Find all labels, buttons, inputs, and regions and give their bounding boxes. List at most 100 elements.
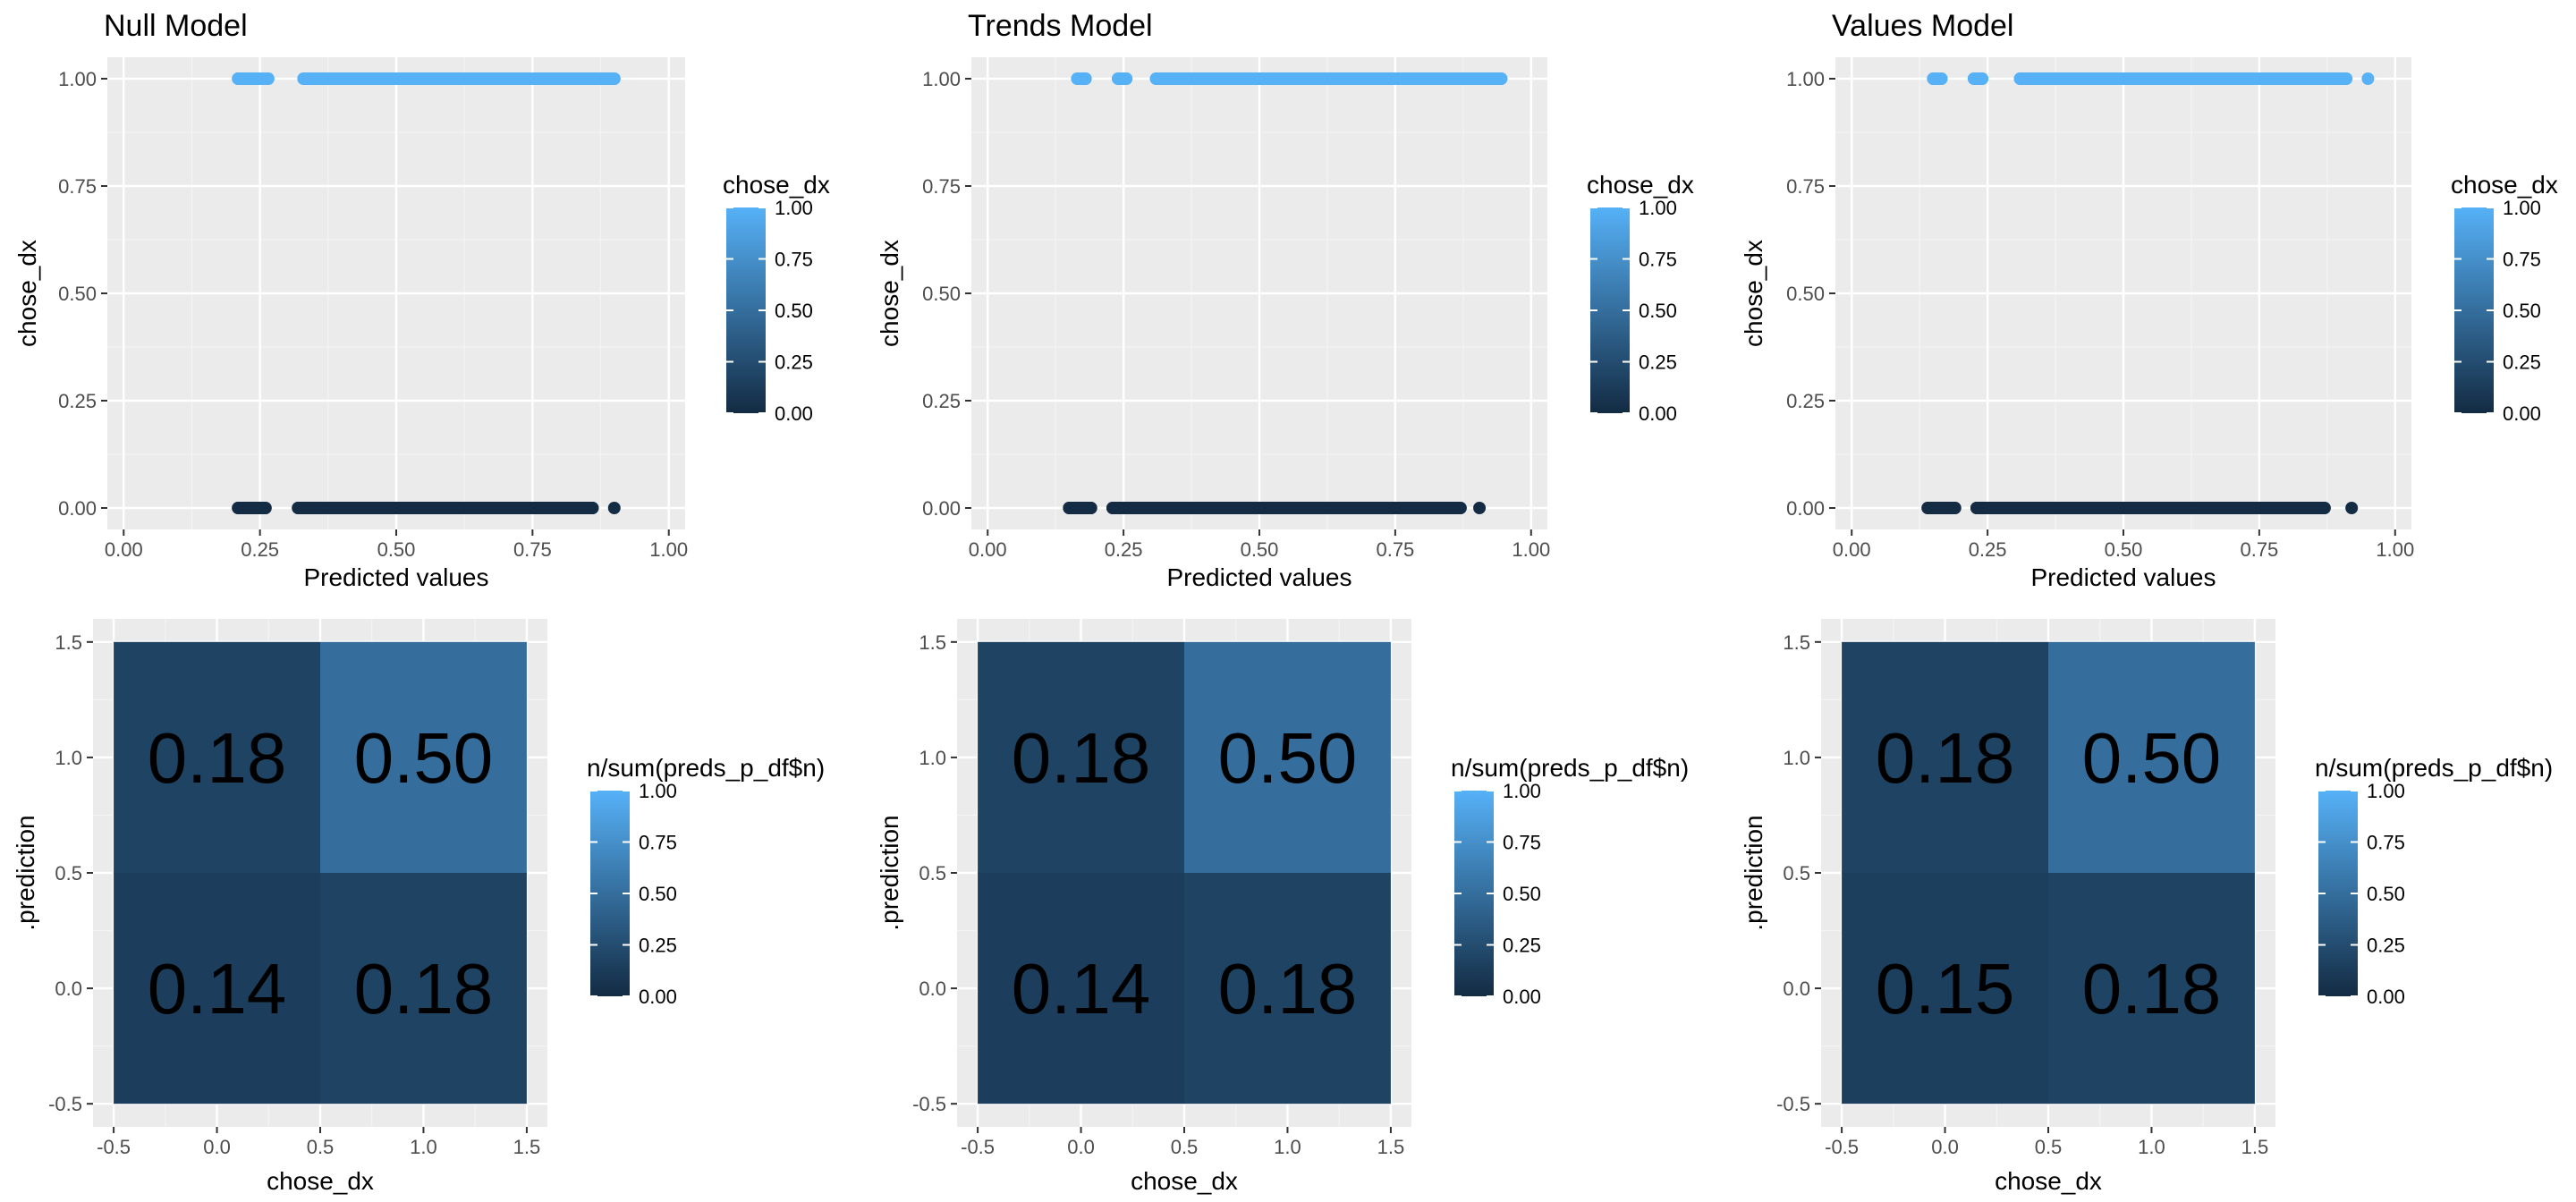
legend-title: chose_dx	[2451, 171, 2558, 199]
legend-tick-label: 0.25	[2503, 351, 2541, 374]
heatmap-cell-label: 0.50	[2082, 718, 2222, 798]
x-tick-label: -0.5	[961, 1136, 995, 1158]
y-axis-label: .prediction	[876, 815, 903, 930]
legend-tick-label: 0.75	[2503, 249, 2541, 271]
y-tick-label: 0.5	[1783, 862, 1810, 885]
y-tick-label: 1.00	[922, 68, 961, 90]
data-point	[1473, 502, 1487, 514]
x-tick-label: 0.00	[1833, 538, 1871, 561]
y-tick-label: 0.5	[919, 862, 946, 885]
y-tick-label: 0.00	[1786, 497, 1825, 520]
y-tick-label: -0.5	[48, 1093, 82, 1115]
legend-tick-label: 0.50	[1639, 300, 1677, 322]
x-tick-label: 0.00	[105, 538, 143, 561]
legend-title: chose_dx	[1587, 171, 1694, 199]
legend-tick-label: 0.75	[1503, 832, 1541, 854]
y-axis-label: chose_dx	[876, 240, 903, 347]
heatmap-cell-label: 0.14	[148, 949, 287, 1028]
heatmap-cell	[114, 641, 320, 873]
x-tick-label: 1.5	[1377, 1136, 1405, 1158]
y-tick-label: 0.75	[58, 175, 97, 198]
legend-tick-label: 1.00	[639, 780, 677, 802]
x-tick-label: 0.0	[1067, 1136, 1095, 1158]
legend-title: n/sum(preds_p_df$n)	[587, 754, 825, 782]
legend-title: chose_dx	[723, 171, 830, 199]
x-tick-label: 0.75	[513, 538, 552, 561]
heatmap-cell	[2048, 641, 2255, 873]
x-tick-label: 1.0	[410, 1136, 437, 1158]
y-tick-label: 0.00	[922, 497, 961, 520]
x-tick-label: -0.5	[97, 1136, 131, 1158]
y-tick-label: 1.00	[1786, 68, 1825, 90]
legend-tick-label: 0.50	[2503, 300, 2541, 322]
x-tick-label: 0.50	[377, 538, 416, 561]
y-tick-label: 0.5	[55, 862, 82, 885]
y-tick-label: 0.00	[58, 497, 97, 520]
x-tick-label: -0.5	[1825, 1136, 1859, 1158]
heatmap-cell	[1184, 641, 1391, 873]
x-tick-label: 1.5	[2241, 1136, 2269, 1158]
x-tick-label: 1.0	[1274, 1136, 1301, 1158]
x-tick-label: 0.25	[1105, 538, 1143, 561]
legend-tick-label: 0.00	[639, 986, 677, 1008]
y-tick-label: 1.5	[919, 631, 946, 654]
chart-title: Values Model	[1832, 9, 2014, 43]
y-tick-label: 0.25	[1786, 390, 1825, 412]
x-tick-label: 0.75	[1376, 538, 1414, 561]
y-tick-label: 0.0	[919, 978, 946, 1000]
y-axis-label: .prediction	[12, 815, 39, 930]
legend-tick-label: 1.00	[775, 197, 813, 219]
x-tick-label: 1.00	[2376, 538, 2414, 561]
x-tick-label: 0.5	[307, 1136, 335, 1158]
y-axis-label: chose_dx	[1740, 240, 1767, 347]
x-tick-label: 1.5	[513, 1136, 541, 1158]
legend-tick-label: 0.50	[639, 883, 677, 905]
legend-tick-label: 1.00	[1639, 197, 1677, 219]
y-tick-label: 1.0	[919, 747, 946, 769]
x-tick-label: 0.50	[1241, 538, 1279, 561]
heatmap-cell-label: 0.18	[1218, 949, 1358, 1028]
y-tick-label: 1.0	[1783, 747, 1810, 769]
x-tick-label: 0.5	[2035, 1136, 2063, 1158]
chart-title: Trends Model	[968, 9, 1153, 43]
x-axis-label: chose_dx	[1131, 1167, 1238, 1195]
y-tick-label: 0.0	[55, 978, 82, 1000]
x-axis-label: Predicted values	[2030, 563, 2216, 591]
y-tick-label: 0.75	[1786, 175, 1825, 198]
heatmap-cell-label: 0.18	[1876, 718, 2015, 798]
legend-tick-label: 0.50	[775, 300, 813, 322]
legend-tick-label: 0.00	[1503, 986, 1541, 1008]
heatmap-cell-label: 0.18	[2082, 949, 2222, 1028]
x-tick-label: 0.25	[1969, 538, 2007, 561]
heatmap-cell-label: 0.50	[354, 718, 494, 798]
data-point	[607, 502, 621, 514]
y-tick-label: 0.25	[58, 390, 97, 412]
heatmap-cell	[2048, 873, 2255, 1105]
x-axis-label: chose_dx	[267, 1167, 374, 1195]
legend-tick-label: 0.25	[775, 351, 813, 374]
x-axis-label: Predicted values	[303, 563, 488, 591]
legend-tick-label: 0.50	[1503, 883, 1541, 905]
heatmap-cell	[320, 873, 527, 1105]
heatmap-cell-label: 0.18	[354, 949, 494, 1028]
legend-tick-label: 0.00	[1639, 402, 1677, 425]
y-tick-label: 1.5	[1783, 631, 1810, 654]
heatmap-cell	[1842, 873, 2048, 1105]
data-point	[2361, 72, 2375, 85]
y-axis-label: chose_dx	[13, 240, 41, 347]
x-tick-label: 1.0	[2138, 1136, 2165, 1158]
chart-title: Null Model	[104, 9, 248, 43]
y-tick-label: -0.5	[1776, 1093, 1810, 1115]
legend-tick-label: 1.00	[2367, 780, 2405, 802]
legend-tick-label: 0.25	[1503, 935, 1541, 957]
heatmap-cell-label: 0.15	[1876, 949, 2015, 1028]
y-tick-label: 0.25	[922, 390, 961, 412]
heatmap-cell	[978, 641, 1184, 873]
legend-tick-label: 0.25	[2367, 935, 2405, 957]
heatmap-cell	[114, 873, 320, 1105]
legend-tick-label: 0.00	[2503, 402, 2541, 425]
y-tick-label: 1.5	[55, 631, 82, 654]
x-tick-label: 0.50	[2105, 538, 2143, 561]
x-axis-label: chose_dx	[1995, 1167, 2102, 1195]
heatmap-cell	[320, 641, 527, 873]
